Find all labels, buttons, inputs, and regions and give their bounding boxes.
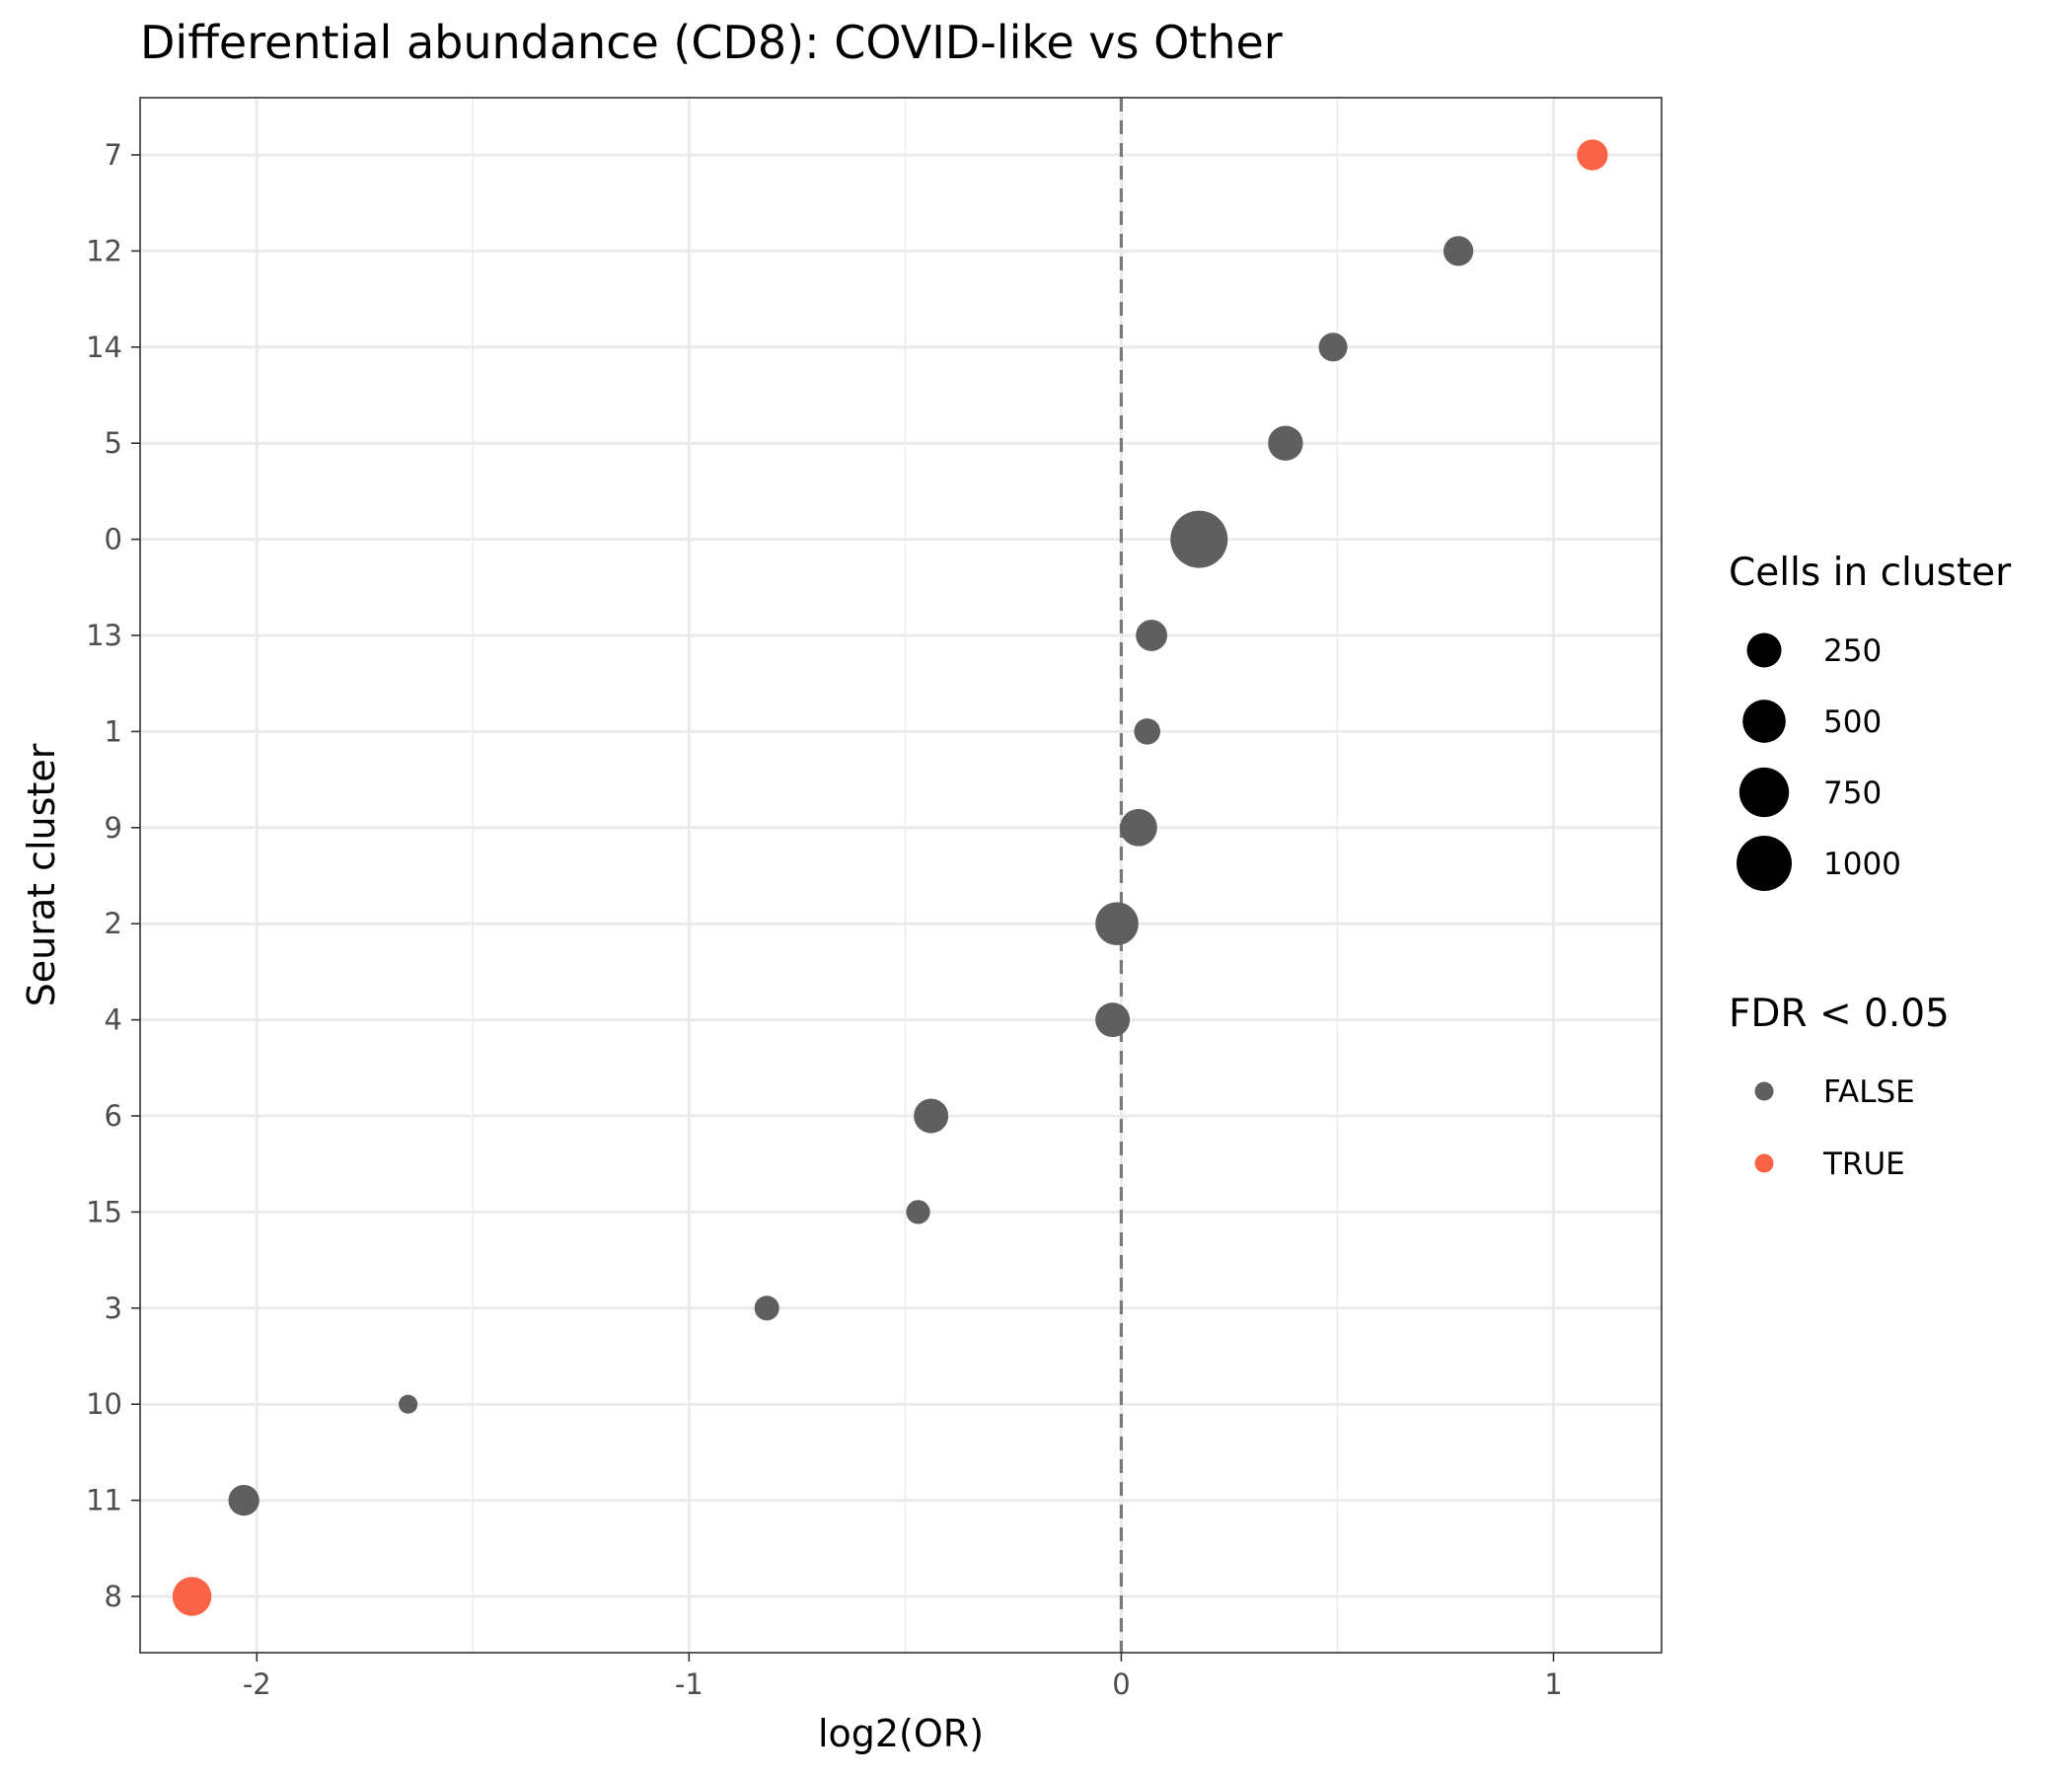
data-point-cluster-5 — [1268, 425, 1303, 461]
legend-size-label: 1000 — [1823, 847, 1901, 882]
legend-size-label: 500 — [1823, 704, 1882, 740]
y-tick-label: 0 — [105, 523, 122, 556]
data-points — [172, 139, 1608, 1616]
legend-color-title: FDR < 0.05 — [1729, 992, 1950, 1036]
legend-color-label: TRUE — [1822, 1147, 1905, 1182]
data-point-cluster-8 — [172, 1577, 212, 1616]
y-tick-label: 10 — [86, 1387, 122, 1421]
data-point-cluster-11 — [228, 1484, 259, 1517]
y-tick-label: 1 — [105, 714, 122, 748]
y-tick-label: 6 — [105, 1099, 122, 1133]
y-tick-label: 13 — [86, 619, 122, 652]
legend-size-label: 250 — [1823, 633, 1882, 669]
legend-size-title: Cells in cluster — [1729, 551, 2012, 595]
legend-color-label: FALSE — [1823, 1074, 1915, 1110]
data-point-cluster-3 — [754, 1295, 779, 1321]
data-point-cluster-13 — [1136, 620, 1167, 651]
data-point-cluster-0 — [1170, 510, 1228, 568]
y-tick-label: 2 — [105, 907, 122, 940]
y-tick-label: 4 — [105, 1003, 122, 1037]
plot-panel — [139, 97, 1663, 1654]
data-point-cluster-12 — [1443, 236, 1474, 266]
legend: Cells in cluster FDR < 0.05 250 500 750 100… — [1729, 551, 2012, 1182]
axes: -2 -1 0 1 7 12 14 5 0 13 1 9 2 4 6 15 3 10 11 8 — [86, 138, 1563, 1701]
y-axis-title: Seurat cluster — [20, 743, 63, 1006]
data-point-cluster-9 — [1120, 808, 1157, 847]
y-tick-label: 12 — [86, 234, 122, 267]
y-tick-label: 11 — [86, 1484, 122, 1517]
y-tick-label: 7 — [105, 138, 122, 172]
y-tick-label: 9 — [105, 811, 122, 845]
data-point-cluster-4 — [1095, 1002, 1131, 1038]
data-point-cluster-10 — [399, 1394, 418, 1414]
x-tick-label: -2 — [243, 1667, 271, 1701]
legend-size-key-1000 — [1737, 836, 1792, 891]
x-tick-label: 0 — [1112, 1667, 1130, 1701]
y-tick-label: 3 — [105, 1292, 122, 1325]
legend-size-label: 750 — [1823, 776, 1882, 811]
y-tick-label: 14 — [86, 331, 122, 364]
data-point-cluster-14 — [1318, 333, 1348, 362]
y-tick-label: 5 — [105, 426, 122, 460]
y-tick-label: 8 — [105, 1580, 122, 1613]
chart-title: Differential abundance (CD8): COVID-like… — [140, 16, 1283, 69]
x-tick-label: 1 — [1544, 1667, 1562, 1701]
legend-size-key-750 — [1739, 767, 1790, 818]
legend-color-key-false — [1754, 1081, 1774, 1101]
legend-size-key-500 — [1742, 700, 1786, 743]
legend-size-key-250 — [1746, 632, 1782, 668]
y-tick-label: 15 — [86, 1195, 122, 1228]
grid-lines — [140, 98, 1662, 1653]
x-tick-label: -1 — [675, 1667, 703, 1701]
x-axis-title: log2(OR) — [818, 1712, 984, 1755]
data-point-cluster-15 — [906, 1200, 930, 1224]
legend-color-key-true — [1754, 1153, 1774, 1173]
data-point-cluster-6 — [914, 1098, 949, 1134]
data-point-cluster-1 — [1134, 718, 1160, 745]
data-point-cluster-2 — [1095, 902, 1139, 946]
data-point-cluster-7 — [1577, 139, 1608, 171]
